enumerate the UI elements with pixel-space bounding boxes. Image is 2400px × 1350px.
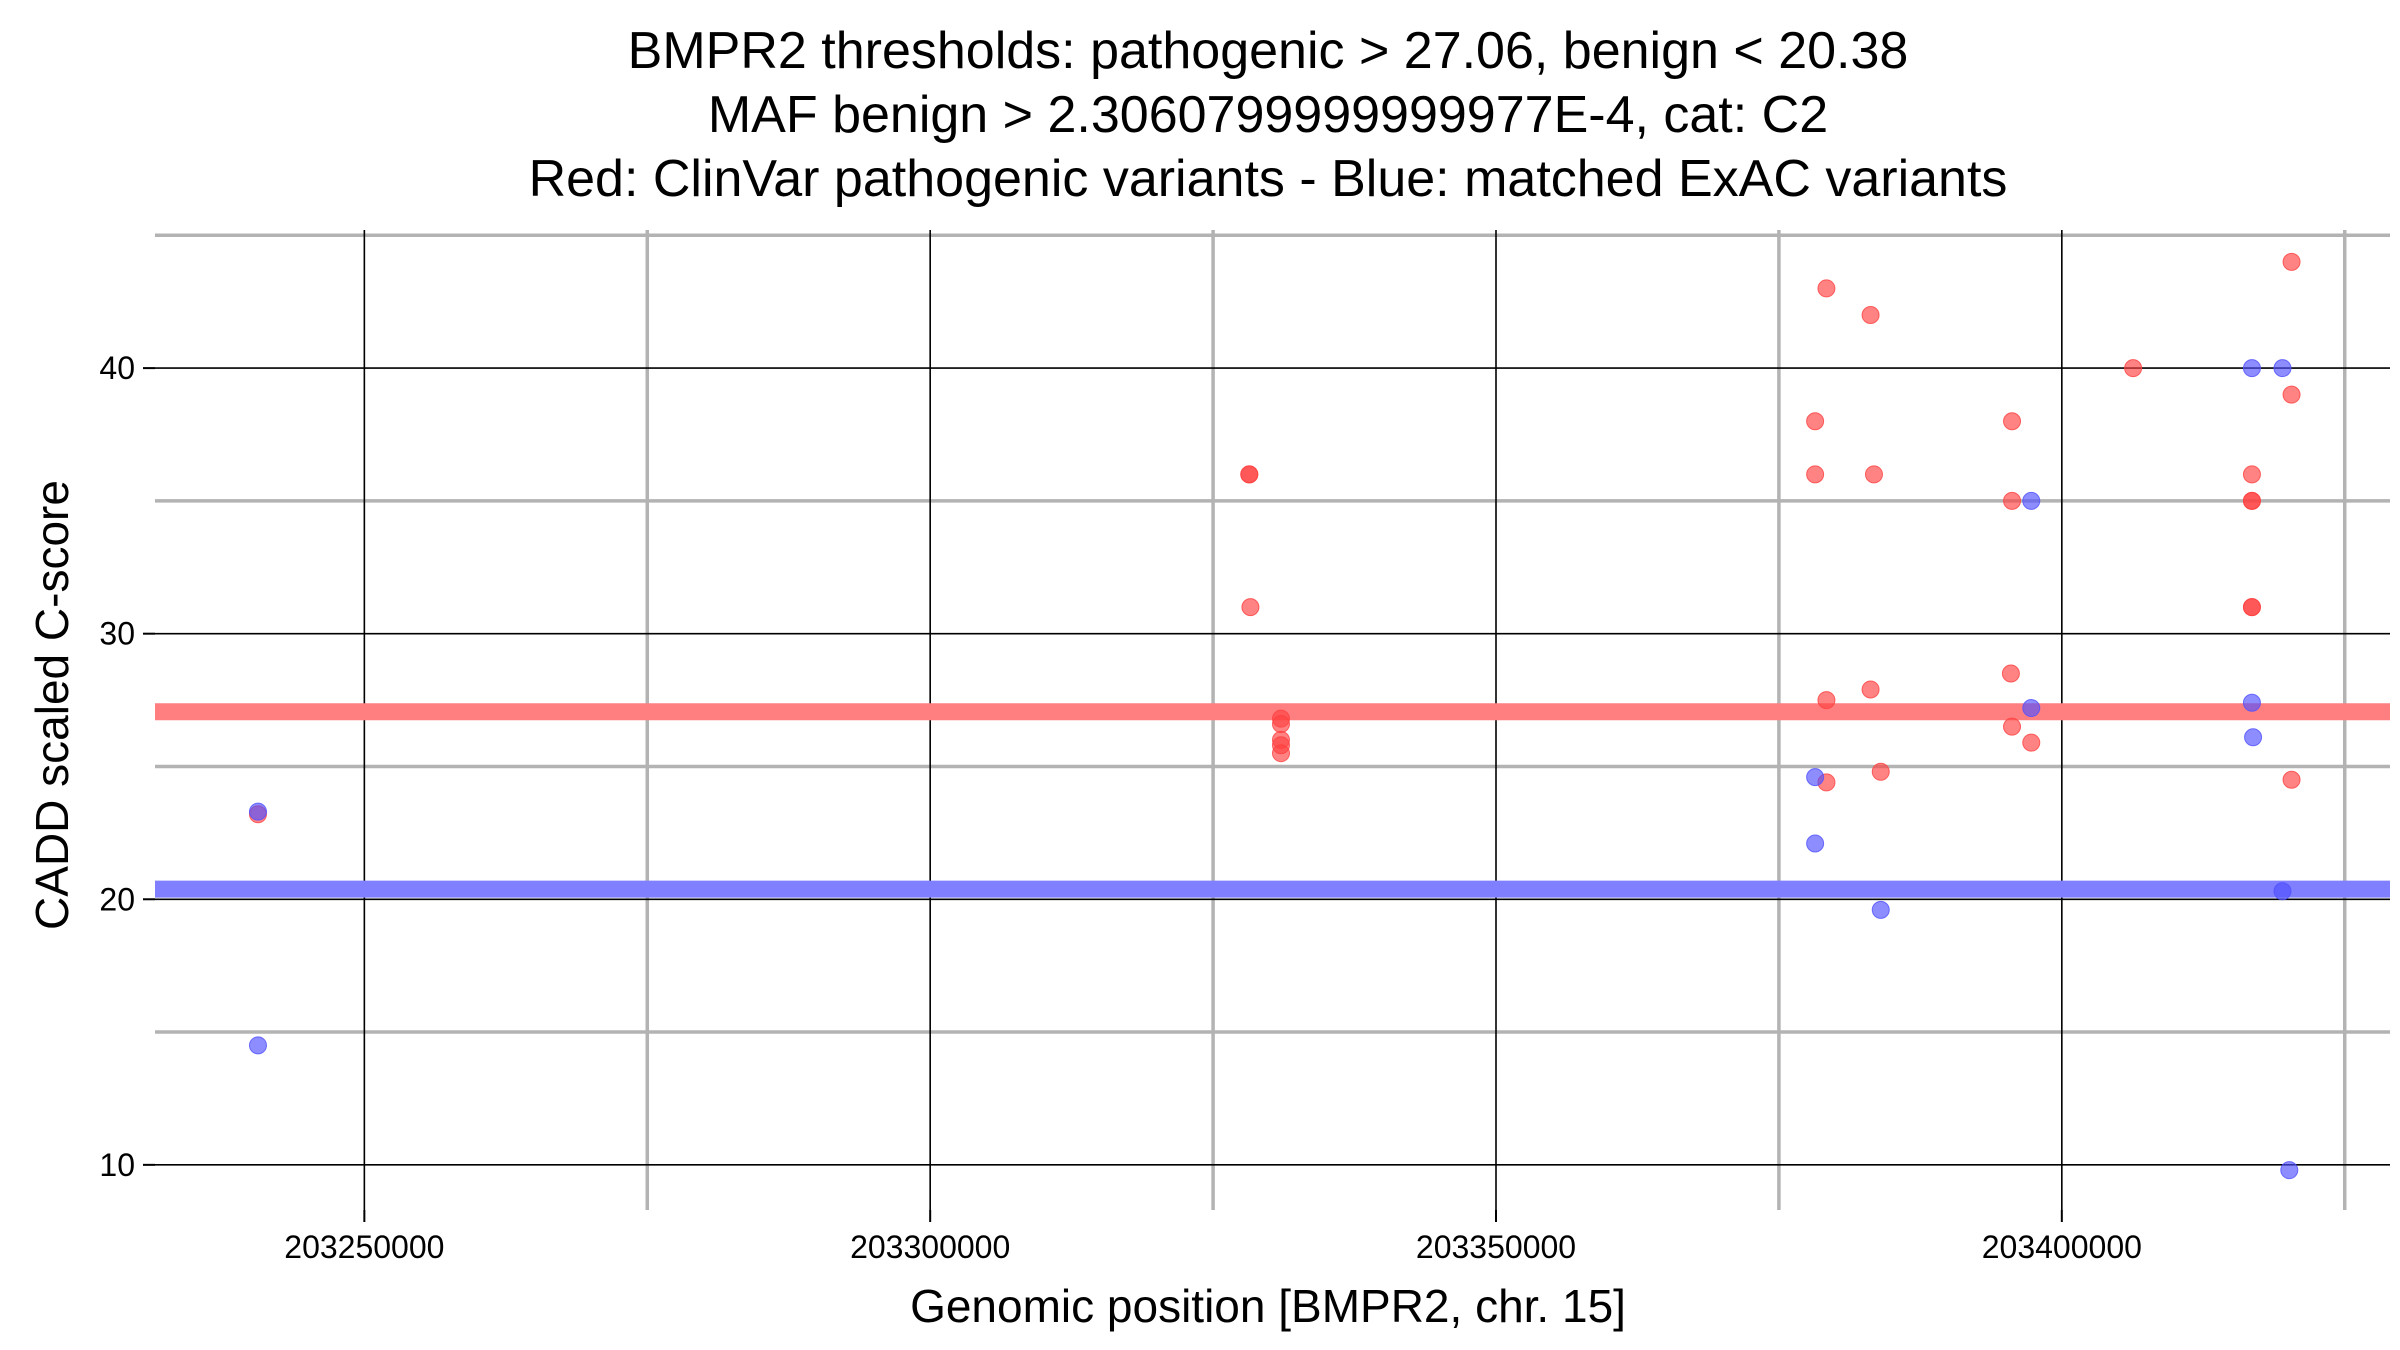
data-point: [248, 802, 267, 821]
data-point: [1271, 744, 1290, 763]
data-point: [2273, 359, 2292, 378]
data-point: [1861, 305, 1880, 324]
data-point: [2242, 359, 2261, 378]
y-tick-label: 10: [99, 1147, 135, 1183]
data-point: [1806, 834, 1825, 853]
data-point: [2242, 491, 2261, 510]
series-benign: [248, 359, 2299, 1180]
data-point: [2282, 252, 2301, 271]
x-tick-label: 203400000: [1982, 1229, 2142, 1265]
data-point: [1817, 279, 1836, 298]
data-point: [2244, 728, 2263, 747]
data-point: [2242, 693, 2261, 712]
data-point: [1817, 691, 1836, 710]
data-point: [2003, 717, 2022, 736]
data-point: [2022, 699, 2041, 718]
data-point: [2280, 1161, 2299, 1180]
y-tick-label: 30: [99, 616, 135, 652]
x-tick-label: 203250000: [284, 1229, 444, 1265]
threshold-bands: [155, 703, 2390, 898]
title-line-3: Red: ClinVar pathogenic variants - Blue:…: [529, 150, 2008, 208]
x-tick-label: 203300000: [850, 1229, 1010, 1265]
data-point: [2282, 770, 2301, 789]
data-point: [1241, 598, 1260, 617]
data-point: [2001, 664, 2020, 683]
title-line-2: MAF benign > 2.3060799999999977E-4, cat:…: [708, 86, 1828, 144]
series-pathogenic: [248, 252, 2301, 824]
axes: 10 20 30 40 203250000 203300000 203350000 20340…: [99, 350, 2142, 1265]
data-point: [1806, 412, 1825, 431]
data-point: [1240, 465, 1259, 484]
data-point: [1864, 465, 1883, 484]
x-tick-label: 203350000: [1416, 1229, 1576, 1265]
data-point: [1806, 465, 1825, 484]
data-point: [2003, 412, 2022, 431]
y-tick-label: 40: [99, 350, 135, 386]
y-axis-title: CADD scaled C-score: [26, 480, 78, 930]
chart-title: BMPR2 thresholds: pathogenic > 27.06, be…: [529, 22, 2008, 208]
title-line-1: BMPR2 thresholds: pathogenic > 27.06, be…: [628, 22, 1909, 80]
data-point: [2273, 882, 2292, 901]
data-point: [2022, 733, 2041, 752]
x-axis-title: Genomic position [BMPR2, chr. 15]: [910, 1280, 1626, 1332]
data-point: [1871, 900, 1890, 919]
data-point: [1871, 762, 1890, 781]
data-point: [2003, 491, 2022, 510]
data-point: [2022, 491, 2041, 510]
data-point: [2242, 465, 2261, 484]
data-points: [248, 252, 2301, 1180]
data-point: [1861, 680, 1880, 699]
data-point: [1271, 714, 1290, 733]
y-tick-label: 20: [99, 881, 135, 917]
data-point: [1806, 768, 1825, 787]
data-point: [2242, 598, 2261, 617]
data-point: [2282, 385, 2301, 404]
data-point: [2124, 359, 2143, 378]
data-point: [248, 1036, 267, 1055]
